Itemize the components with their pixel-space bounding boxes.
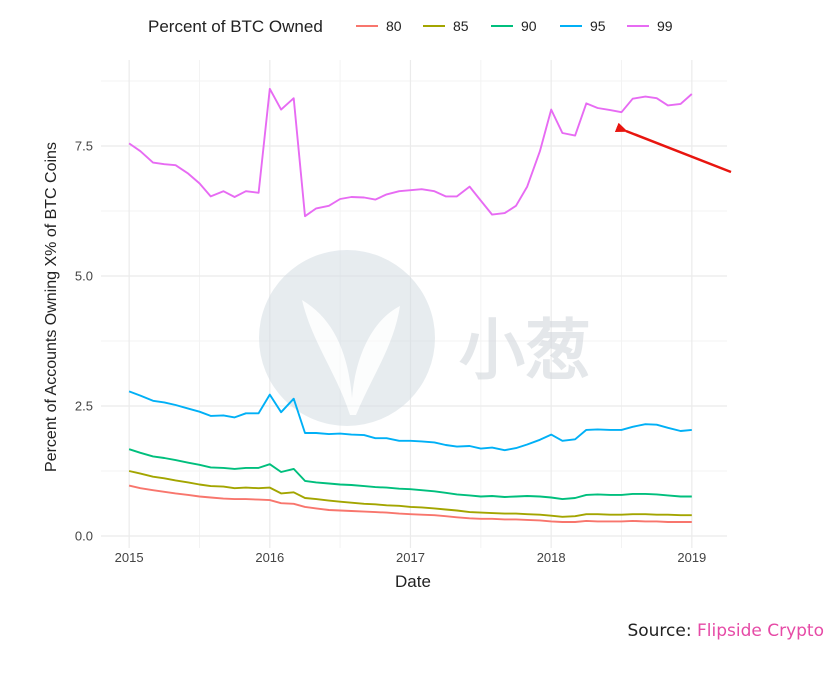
series-line-95 — [128, 390, 692, 452]
x-axis-title: Date — [395, 572, 431, 591]
series-line-80 — [128, 484, 692, 523]
watermark-circle — [259, 250, 435, 426]
legend-label-95: 95 — [590, 18, 606, 34]
series-line-85 — [128, 470, 692, 518]
legend-label-80: 80 — [386, 18, 402, 34]
y-tick-label: 5.0 — [75, 269, 93, 284]
x-tick-label: 2017 — [396, 550, 425, 565]
source-brand-link[interactable]: Flipside Crypto — [696, 621, 824, 641]
legend-label-85: 85 — [453, 18, 469, 34]
axes: 2015 2016 2017 2018 2019 0.0 2.5 5.0 7.5 — [75, 139, 706, 566]
series-lines — [128, 87, 693, 523]
y-axis-title: Percent of Accounts Owning X% of BTC Coi… — [43, 142, 60, 472]
y-tick-label: 2.5 — [75, 399, 93, 414]
x-tick-label: 2019 — [677, 550, 706, 565]
series-line-90 — [128, 448, 692, 501]
legend: Percent of BTC Owned 80 85 90 95 99 — [148, 17, 673, 36]
source-credit: Source: Flipside Crypto — [627, 621, 824, 641]
x-tick-label: 2015 — [115, 550, 144, 565]
watermark-text: 小葱 — [459, 313, 591, 387]
watermark: 小葱 — [259, 250, 591, 426]
legend-label-90: 90 — [521, 18, 537, 34]
legend-title: Percent of BTC Owned — [148, 17, 323, 36]
annotation-arrow — [614, 122, 732, 174]
x-tick-label: 2016 — [255, 550, 284, 565]
watermark-leaf-icon — [302, 300, 400, 415]
x-tick-label: 2018 — [537, 550, 566, 565]
y-tick-label: 0.0 — [75, 529, 93, 544]
series-line-99 — [128, 87, 693, 218]
source-prefix: Source: — [627, 621, 697, 641]
legend-label-99: 99 — [657, 18, 673, 34]
y-tick-label: 7.5 — [75, 139, 93, 154]
